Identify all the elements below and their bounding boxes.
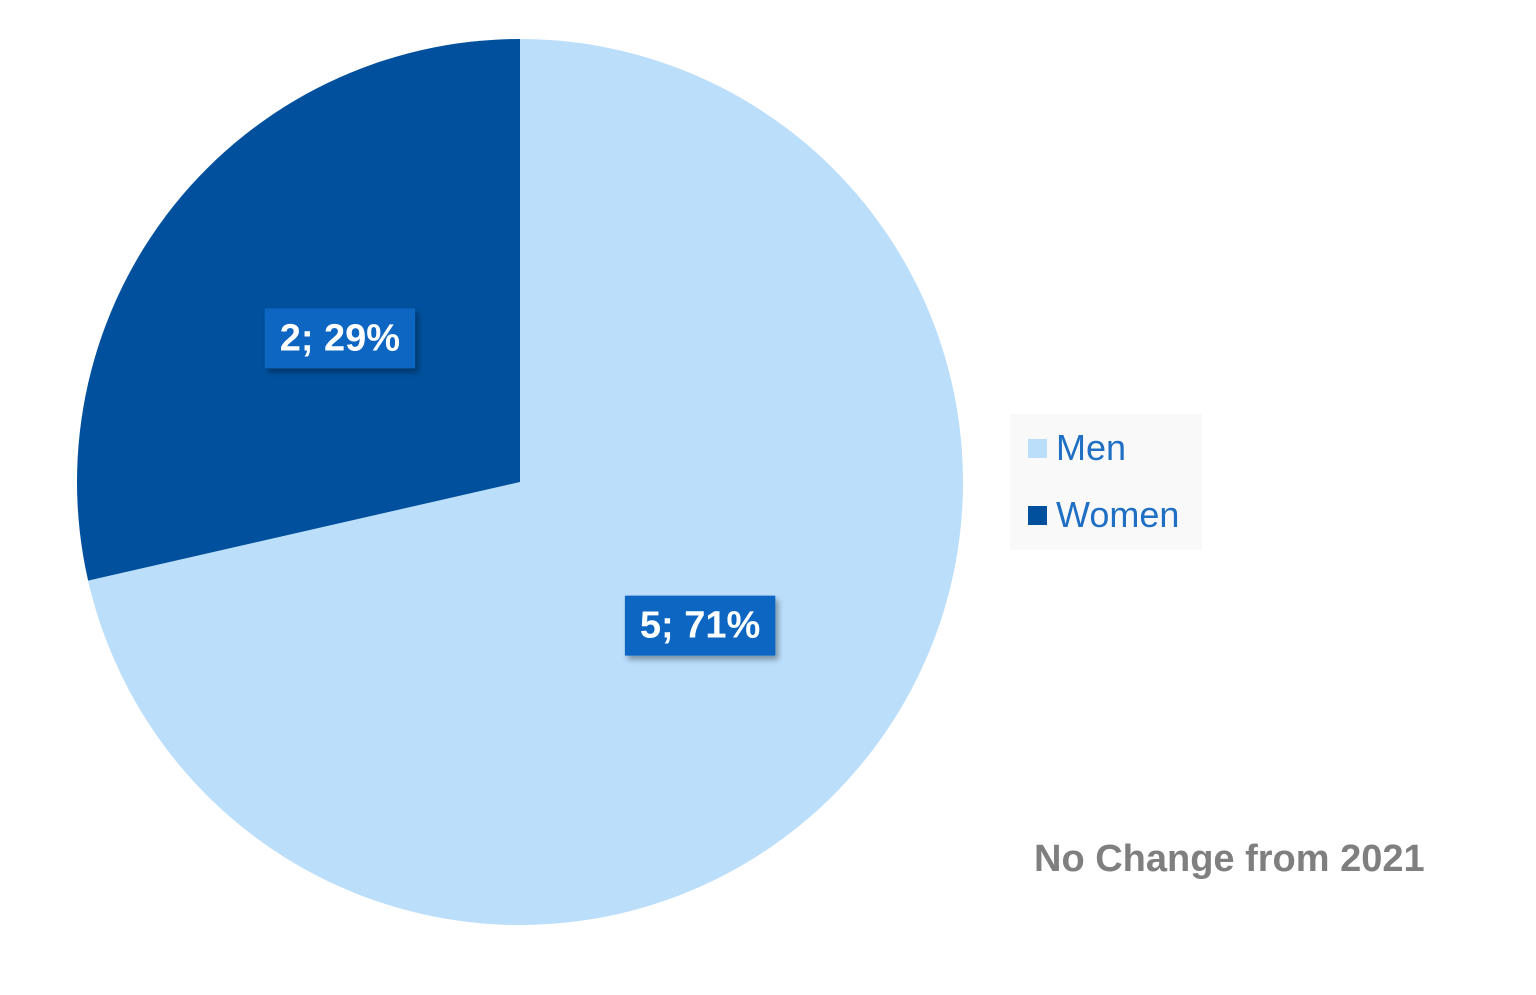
data-label-text-men: 5; 71% [640,605,760,647]
legend-swatch-men [1028,438,1047,458]
legend-label-men: Men [1056,427,1127,468]
legend-item-women: Women [1028,494,1180,535]
data-label-men: 5; 71% [624,595,776,656]
pie-data-labels: 5; 71% 2; 29% [264,308,776,656]
data-label-text-women: 2; 29% [280,317,400,359]
legend-item-men: Men [1028,427,1127,468]
legend-label-women: Women [1056,494,1180,535]
data-label-box-men [624,595,776,656]
legend-swatch-women [1028,505,1047,525]
pie-slice-men [88,39,963,925]
chart-annotation: No Change from 2021 [1034,838,1425,880]
data-label-box-women [264,308,416,369]
pie-slices [76,39,963,925]
data-label-women: 2; 29% [264,308,416,369]
legend: Men Women [1010,414,1202,550]
